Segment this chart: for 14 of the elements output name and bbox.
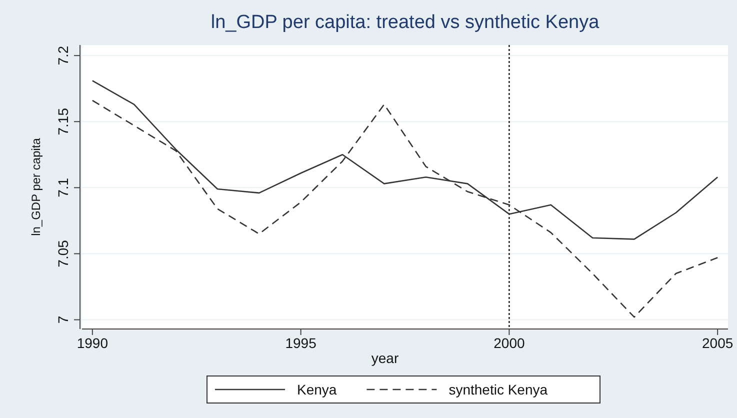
y-tick-label: 7: [55, 316, 71, 324]
legend-label: synthetic Kenya: [448, 382, 548, 398]
x-axis-title: year: [371, 350, 399, 366]
legend-label: Kenya: [297, 382, 337, 398]
y-tick-label: 7.1: [55, 178, 71, 198]
chart-title: ln_GDP per capita: treated vs synthetic Kenya: [210, 12, 600, 33]
x-tick-label: 2005: [702, 334, 734, 351]
y-tick-label: 7.15: [55, 108, 71, 136]
y-tick-label: 7.05: [55, 240, 71, 268]
x-tick-label: 1995: [285, 334, 317, 351]
x-tick-label: 1990: [76, 334, 108, 351]
y-tick-label: 7.2: [55, 46, 71, 66]
x-tick-label: 2000: [494, 334, 525, 351]
y-axis-title: ln_GDP per capita: [29, 138, 43, 236]
